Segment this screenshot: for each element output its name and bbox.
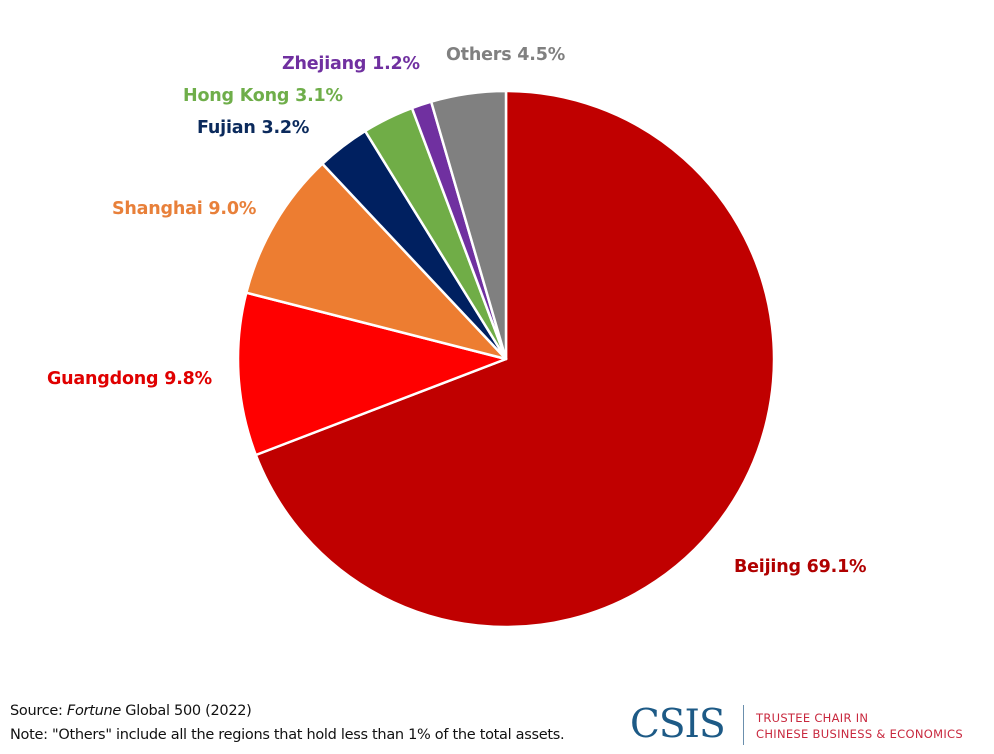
slice-beijing [254,89,776,629]
label-guangdong: Guangdong 9.8% [47,369,212,389]
label-hong-kong: Hong Kong 3.1% [183,86,343,106]
source-rest: Global 500 (2022) [120,703,252,719]
label-others: Others 4.5% [446,45,566,65]
label-beijing: Beijing 69.1% [734,557,867,577]
label-shanghai: Shanghai 9.0% [112,199,257,219]
logo-divider [743,705,744,745]
slice-others [429,89,508,361]
logo-subtitle: TRUSTEE CHAIR IN CHINESE BUSINESS & ECON… [756,710,963,742]
label-zhejiang: Zhejiang 1.2% [282,54,420,74]
slice-guangdong [236,291,508,457]
slice-shanghai [245,162,508,361]
footnote: Note: "Others" include all the regions t… [10,727,565,743]
logo-line-1: TRUSTEE CHAIR IN [756,711,869,725]
csis-logo: CSIS TRUSTEE CHAIR IN CHINESE BUSINESS &… [630,702,990,748]
source-publication: Fortune [66,703,121,719]
logo-wordmark: CSIS [630,702,726,747]
label-fujian: Fujian 3.2% [197,118,310,138]
source-note: Source: Fortune Global 500 (2022) [10,703,252,719]
logo-line-2: CHINESE BUSINESS & ECONOMICS [756,727,963,741]
source-prefix: Source: [10,703,67,719]
pie-chart [236,89,776,629]
